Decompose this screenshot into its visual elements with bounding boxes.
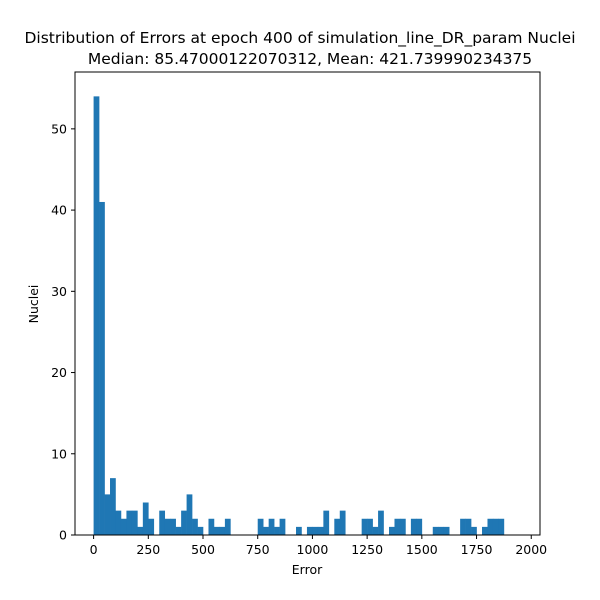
y-tick-label: 50 <box>51 121 67 136</box>
histogram-bar <box>192 518 198 535</box>
histogram-bar <box>126 510 133 535</box>
histogram-bar <box>394 518 401 535</box>
histogram-bar <box>175 526 182 535</box>
histogram-bar <box>170 518 176 535</box>
x-axis-label: Error <box>292 562 323 577</box>
histogram-bar <box>306 526 313 535</box>
histogram-bar <box>219 526 226 535</box>
x-tick-label: 500 <box>191 542 215 557</box>
histogram-bar <box>465 518 472 535</box>
histogram-bar <box>460 518 466 535</box>
histogram-bar <box>257 518 264 535</box>
y-axis-label: Nuclei <box>26 285 41 324</box>
x-tick-label: 1000 <box>297 542 329 557</box>
x-tick-label: 1750 <box>461 542 493 557</box>
histogram-bar <box>164 518 171 535</box>
histogram-bar <box>438 526 445 535</box>
x-tick-label: 1250 <box>351 542 383 557</box>
histogram-bar <box>137 526 144 535</box>
histogram-bar <box>317 526 324 535</box>
y-axis: 0 10 20 30 40 50 <box>51 121 75 543</box>
histogram-bar <box>410 518 417 535</box>
bars-group <box>93 96 505 536</box>
plot-frame <box>74 71 541 536</box>
histogram-bar <box>197 526 204 535</box>
histogram-bar <box>482 526 488 535</box>
histogram-bar <box>471 526 477 535</box>
histogram-bar <box>181 510 187 535</box>
histogram-bar <box>208 518 215 535</box>
x-tick-label: 250 <box>136 542 160 557</box>
histogram-bar <box>131 510 138 535</box>
histogram-bar <box>334 518 341 535</box>
histogram-bar <box>498 518 505 535</box>
y-tick-label: 40 <box>51 203 67 218</box>
histogram-bar <box>443 526 450 535</box>
histogram-bar <box>142 502 149 535</box>
histogram-bar <box>492 518 499 535</box>
histogram-bar <box>99 201 105 535</box>
histogram-bar <box>339 510 346 535</box>
histogram-bar <box>372 526 379 535</box>
histogram-bar <box>279 518 286 535</box>
histogram-bar <box>323 510 330 535</box>
histogram-bar <box>432 526 439 535</box>
histogram-bar <box>296 526 302 535</box>
y-tick-label: 10 <box>51 446 67 461</box>
histogram-bar <box>416 518 423 535</box>
histogram-bar <box>263 526 269 535</box>
histogram-bar <box>312 526 319 535</box>
x-tick-label: 2000 <box>515 542 547 557</box>
x-tick-label: 0 <box>90 542 98 557</box>
y-tick-label: 20 <box>51 365 67 380</box>
histogram-bar <box>274 526 280 535</box>
histogram-bar <box>361 518 368 535</box>
histogram-bar <box>268 518 275 535</box>
histogram-bar <box>104 494 111 535</box>
histogram-bar <box>487 518 494 535</box>
x-tick-label: 750 <box>246 542 270 557</box>
y-tick-label: 30 <box>51 284 67 299</box>
histogram-bar <box>224 518 231 535</box>
y-tick-label: 0 <box>59 528 67 543</box>
chart-title: Distribution of Errors at epoch 400 of s… <box>24 29 575 48</box>
histogram-bar <box>186 494 193 535</box>
histogram-bar <box>93 96 100 536</box>
x-tick-label: 1500 <box>406 542 438 557</box>
histogram-bar <box>120 518 127 535</box>
x-axis: 0 250 500 750 1000 1250 1500 1750 2000 <box>90 535 547 557</box>
histogram-bar <box>159 510 166 535</box>
histogram-bar <box>110 478 116 535</box>
histogram-bar <box>399 518 406 535</box>
histogram-bar <box>213 526 220 535</box>
histogram-bar <box>148 518 155 535</box>
histogram-bar <box>389 526 395 535</box>
histogram-bar <box>115 510 122 535</box>
histogram-bar <box>378 510 384 535</box>
histogram-bar <box>367 518 373 535</box>
chart-subtitle: Median: 85.47000122070312, Mean: 421.739… <box>88 50 532 68</box>
